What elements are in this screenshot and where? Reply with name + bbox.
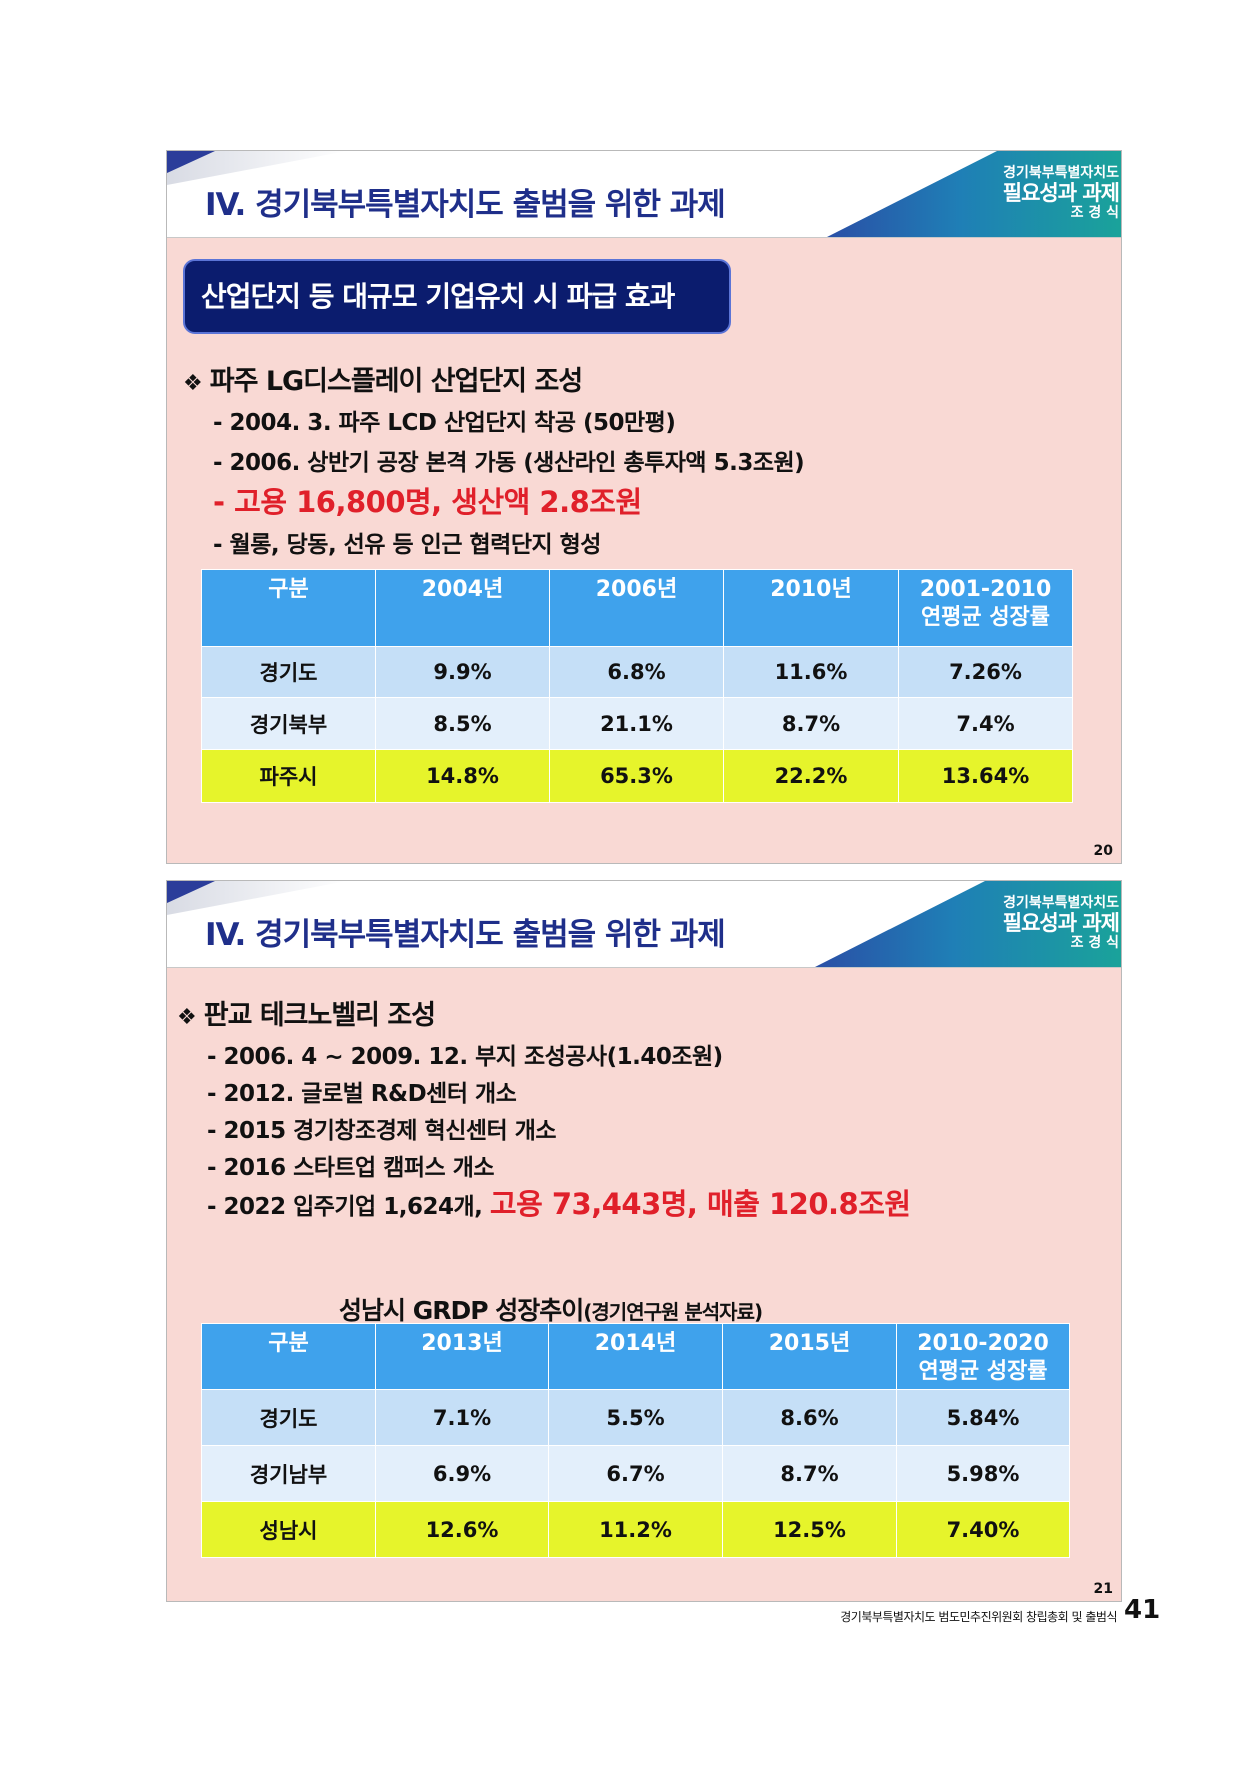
table-header: 2014년 — [548, 1323, 723, 1390]
table-cell: 8.7% — [723, 697, 899, 750]
table-cell: 6.9% — [375, 1445, 549, 1502]
table-header: 2004년 — [375, 569, 550, 647]
brand-line-1: 경기북부특별자치도 — [1003, 165, 1119, 181]
section-heading: ❖ 판교 테크노벨리 조성 — [177, 993, 436, 1032]
slide-21: IV. 경기북부특별자치도 출범을 위한 과제 경기북부특별자치도 필요성과 과… — [166, 880, 1122, 1602]
table-cell: 9.9% — [375, 646, 550, 698]
heading-text: 파주 LG디스플레이 산업단지 조성 — [209, 366, 583, 397]
dash: - — [213, 485, 235, 519]
bullet-list: - 2006. 4 ~ 2009. 12. 부지 조성공사(1.40조원) - … — [207, 1037, 911, 1225]
table-cell: 14.8% — [375, 749, 550, 803]
table-cell: 12.6% — [375, 1501, 549, 1558]
table-header: 2001-2010 연평균 성장률 — [898, 569, 1073, 647]
table-header: 2010-2020 연평균 성장률 — [896, 1323, 1070, 1390]
brand-line-3: 조 경 식 — [1070, 205, 1119, 222]
table-cell: 6.8% — [549, 646, 724, 698]
section-badge: 산업단지 등 대규모 기업유치 시 파급 효과 — [183, 259, 731, 334]
data-table: 구분 2004년 2006년 2010년 2001-2010 연평균 성장률 경… — [201, 569, 1073, 803]
table-cell: 11.6% — [723, 646, 899, 698]
data-table: 구분 2013년 2014년 2015년 2010-2020 연평균 성장률 경… — [201, 1323, 1070, 1558]
table-cell: 5.98% — [896, 1445, 1070, 1502]
section-heading: ❖ 파주 LG디스플레이 산업단지 조성 — [183, 359, 583, 398]
table-cell: 경기도 — [201, 646, 376, 698]
table-row: 파주시 14.8% 65.3% 22.2% 13.64% — [201, 749, 1073, 803]
brand-line-3: 조 경 식 — [1070, 935, 1119, 952]
table-cell: 5.84% — [896, 1389, 1070, 1446]
table-cell: 7.26% — [898, 646, 1073, 698]
list-item: - 월롱, 당동, 선유 등 인근 협력단지 형성 — [213, 532, 601, 558]
list-item: - 2016 스타트업 캠퍼스 개소 — [207, 1155, 495, 1181]
table-cell: 5.5% — [548, 1389, 723, 1446]
table-row: 경기북부 8.5% 21.1% 8.7% 7.4% — [201, 697, 1073, 750]
table-cell: 7.1% — [375, 1389, 549, 1446]
table-row: 경기남부 6.9% 6.7% 8.7% 5.98% — [201, 1445, 1070, 1502]
table-row: 경기도 7.1% 5.5% 8.6% 5.84% — [201, 1389, 1070, 1446]
table-row: 성남시 12.6% 11.2% 12.5% 7.40% — [201, 1501, 1070, 1558]
header-decoration — [167, 151, 1121, 237]
table-cell: 성남시 — [201, 1501, 376, 1558]
table-cell: 8.7% — [722, 1445, 897, 1502]
header-decoration — [167, 881, 1121, 967]
highlight-text: 고용 73,443명, 매출 120.8조원 — [489, 1187, 911, 1221]
list-item: - 2012. 글로벌 R&D센터 개소 — [207, 1081, 517, 1107]
heading-text: 판교 테크노벨리 조성 — [203, 1000, 436, 1031]
table-row: 경기도 9.9% 6.8% 11.6% 7.26% — [201, 646, 1073, 698]
table-header: 구분 — [201, 1323, 376, 1390]
table-header: 2006년 — [549, 569, 724, 647]
table-cell: 12.5% — [722, 1501, 897, 1558]
list-item: - 고용 16,800명, 생산액 2.8조원 — [213, 483, 804, 525]
diamond-bullet-icon: ❖ — [177, 1005, 197, 1030]
table-cell: 경기도 — [201, 1389, 376, 1446]
table-header: 구분 — [201, 569, 376, 647]
table-cell: 경기북부 — [201, 697, 376, 750]
list-item: - 2006. 상반기 공장 본격 가동 (생산라인 총투자액 5.3조원) — [213, 450, 805, 476]
table-cell: 11.2% — [548, 1501, 723, 1558]
table-cell: 8.5% — [375, 697, 550, 750]
slide-header: IV. 경기북부특별자치도 출범을 위한 과제 경기북부특별자치도 필요성과 과… — [167, 151, 1121, 238]
list-item-prefix: - 2022 입주기업 1,624개, — [207, 1194, 490, 1220]
table-cell: 7.40% — [896, 1501, 1070, 1558]
brand-logo-text: 경기북부특별자치도 필요성과 과제 조 경 식 — [1002, 895, 1120, 952]
list-item: - 2006. 4 ~ 2009. 12. 부지 조성공사(1.40조원) — [207, 1044, 723, 1070]
list-item: - 2004. 3. 파주 LCD 산업단지 착공 (50만평) — [213, 410, 676, 436]
slide-header: IV. 경기북부특별자치도 출범을 위한 과제 경기북부특별자치도 필요성과 과… — [167, 881, 1121, 968]
table-cell: 21.1% — [549, 697, 724, 750]
table-caption: 성남시 GRDP 성장추이(경기연구원 분석자료) — [339, 1291, 763, 1327]
slide-page-number: 21 — [1093, 1581, 1113, 1597]
caption-note: (경기연구원 분석자료) — [583, 1300, 763, 1324]
table-header: 2013년 — [375, 1323, 549, 1390]
slide-page-number: 20 — [1093, 843, 1113, 859]
slide-title: IV. 경기북부특별자치도 출범을 위한 과제 — [205, 917, 726, 953]
list-item: - 2015 경기창조경제 혁신센터 개소 — [207, 1118, 557, 1144]
bullet-list: - 2004. 3. 파주 LCD 산업단지 착공 (50만평) - 2006.… — [213, 403, 805, 565]
diamond-bullet-icon: ❖ — [183, 371, 203, 396]
table-cell: 8.6% — [722, 1389, 897, 1446]
table-cell: 파주시 — [201, 749, 376, 803]
brand-logo-text: 경기북부특별자치도 필요성과 과제 조 경 식 — [1002, 165, 1120, 222]
table-cell: 13.64% — [898, 749, 1073, 803]
footer-page-number: 41 — [1124, 1595, 1161, 1625]
footer-text: 경기북부특별자치도 범도민추진위원회 창립총회 및 출범식 — [840, 1610, 1117, 1624]
slide-20: IV. 경기북부특별자치도 출범을 위한 과제 경기북부특별자치도 필요성과 과… — [166, 150, 1122, 864]
table-header: 2010년 — [723, 569, 899, 647]
table-cell: 6.7% — [548, 1445, 723, 1502]
highlight-text: 고용 16,800명, 생산액 2.8조원 — [234, 485, 642, 519]
slide-title: IV. 경기북부특별자치도 출범을 위한 과제 — [205, 187, 726, 223]
table-header-row: 구분 2013년 2014년 2015년 2010-2020 연평균 성장률 — [201, 1323, 1070, 1390]
table-cell: 65.3% — [549, 749, 724, 803]
brand-line-2: 필요성과 과제 — [1002, 911, 1120, 936]
table-cell: 경기남부 — [201, 1445, 376, 1502]
table-header: 2015년 — [722, 1323, 897, 1390]
brand-line-1: 경기북부특별자치도 — [1003, 895, 1119, 911]
table-cell: 22.2% — [723, 749, 899, 803]
brand-line-2: 필요성과 과제 — [1002, 181, 1120, 206]
table-header-row: 구분 2004년 2006년 2010년 2001-2010 연평균 성장률 — [201, 569, 1073, 647]
caption-main: 성남시 GRDP 성장추이 — [339, 1296, 584, 1325]
table-cell: 7.4% — [898, 697, 1073, 750]
list-item: - 2022 입주기업 1,624개, 고용 73,443명, 매출 120.8… — [207, 1185, 911, 1225]
